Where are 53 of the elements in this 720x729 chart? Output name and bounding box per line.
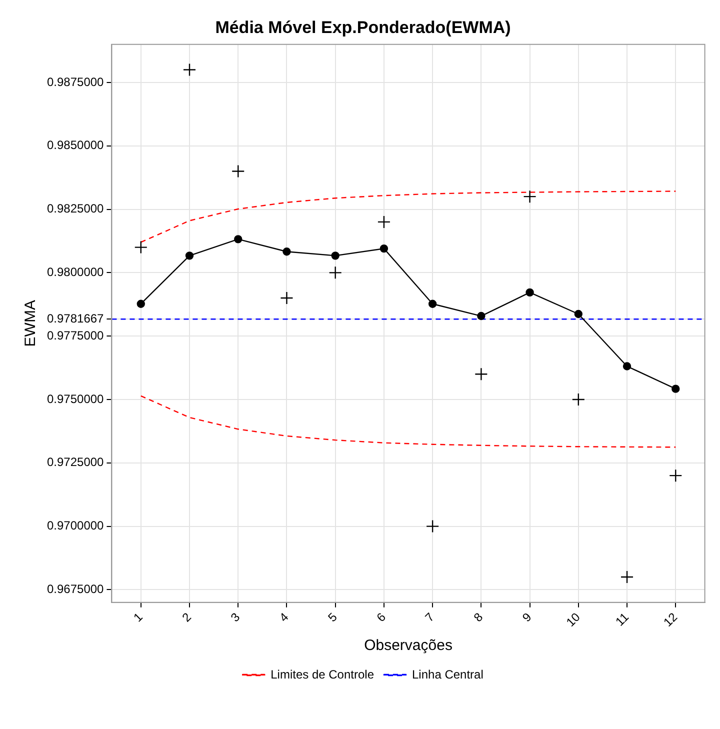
x-tick-label: 1 [130,610,146,625]
point [331,252,340,260]
y-tick-label: 0.9800000 [46,264,104,279]
y-tick-label: 0.9850000 [46,138,104,152]
point [669,468,682,482]
x-tick-label: 7 [422,610,438,625]
x-tick-label: 3 [228,610,243,625]
x-tick-label: 12 [660,610,680,630]
x-tick-label: 6 [374,610,389,625]
point [574,310,583,318]
point [572,392,586,406]
x-axis-title: Observações [364,637,452,654]
y-tick-label: 0.9700000 [46,518,104,533]
point [232,164,245,178]
y-tick-label: 0.9725000 [46,455,104,470]
x-tick-label: 2 [179,610,194,625]
x-tick-label: 4 [276,610,292,625]
point [428,300,437,308]
line-series [140,395,676,448]
point [282,248,291,256]
x-tick-label: 8 [471,610,486,625]
point [380,244,388,253]
x-tick-label: 11 [612,610,632,629]
point [523,190,536,204]
point [134,240,148,254]
legend-label: Limites de Controle [270,667,374,682]
point [280,291,294,305]
point [672,384,680,393]
chart-title: Média Móvel Exp.Ponderado(EWMA) [215,18,511,37]
y-tick-label: 0.9781667 [46,311,104,326]
point [477,312,486,320]
point [182,63,196,76]
x-tick-label: 9 [520,610,534,625]
point [474,368,488,381]
point [620,570,634,584]
point [328,266,342,280]
y-tick-label: 0.9825000 [46,202,104,216]
legend-label: Linha Central [412,667,484,682]
y-tick-label: 0.9750000 [46,392,104,406]
y-tick-label: 0.9775000 [46,328,104,342]
y-tick-label: 0.9875000 [46,74,104,89]
point [185,252,194,260]
point [622,362,632,370]
point [377,215,391,229]
point [526,288,534,297]
y-tick-label: 0.9675000 [46,582,104,596]
point [136,300,145,308]
x-tick-label: 10 [564,610,584,630]
point [234,235,242,244]
point [426,520,440,533]
x-tick-label: 5 [325,610,340,625]
y-axis-title: EWMA [22,300,40,347]
line-series [140,190,676,243]
